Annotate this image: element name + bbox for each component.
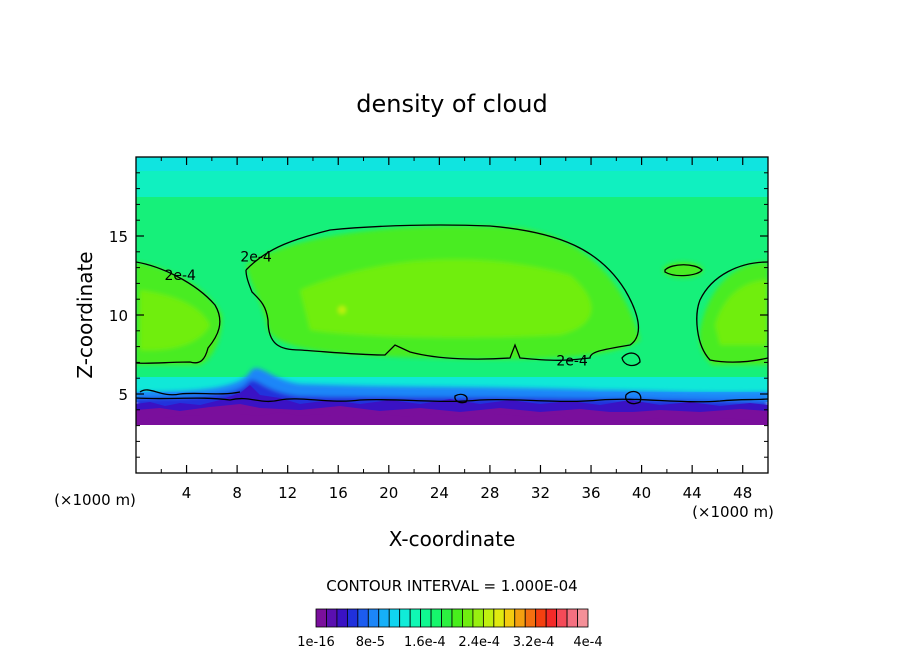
colorbar-swatch	[535, 608, 547, 628]
colorbar-swatch	[524, 608, 537, 628]
y-axis-label: Z-coordinate	[73, 251, 97, 378]
colorbar-swatch	[388, 608, 401, 628]
colorbar-swatch	[472, 608, 484, 628]
colorbar-swatch	[556, 608, 568, 628]
contour-label: 2e-4	[164, 268, 196, 284]
z-unit-label: (×1000 m)	[692, 503, 774, 521]
x-tick-label: 28	[480, 484, 499, 502]
contour-labels: 2e-4 2e-4 2e-4	[164, 249, 587, 369]
colorbar-tick-label: 3.2e-4	[513, 635, 555, 650]
colorbar-tick-label: 4e-4	[573, 635, 602, 650]
colorbar-swatch	[493, 608, 505, 628]
contour-label: 2e-4	[556, 354, 588, 370]
contour-lines	[136, 224, 768, 405]
colorbar-swatch	[430, 608, 442, 628]
colorbar-swatch	[336, 608, 348, 628]
x-tick-label: 4	[182, 484, 192, 502]
colorbar-swatch	[378, 608, 390, 628]
colorbar-swatch	[577, 608, 589, 628]
colorbar-swatch	[315, 608, 327, 628]
x-tick-label: 40	[632, 484, 651, 502]
x-tick-label: 32	[531, 484, 550, 502]
contour-label: 2e-4	[240, 249, 272, 265]
contour-interval-text: CONTOUR INTERVAL = 1.000E-04	[326, 577, 577, 595]
colorbar-swatch	[462, 608, 474, 628]
colorbar-swatch	[451, 608, 463, 628]
colorbar-swatch	[441, 608, 453, 628]
x-tick-label: 24	[430, 484, 449, 502]
contour-right	[696, 261, 768, 363]
x-unit-label: (×1000 m)	[54, 491, 136, 509]
x-tick-label: 8	[232, 484, 242, 502]
contour-left	[136, 261, 221, 364]
colorbar-swatch	[514, 608, 526, 628]
x-tick-label: 20	[379, 484, 398, 502]
y-tick-label: 5	[118, 386, 128, 404]
colorbar-tick-label: 1e-16	[297, 635, 335, 650]
colorbar-tick-label: 1.6e-4	[404, 635, 446, 650]
x-tick-label: 36	[581, 484, 600, 502]
colorbar: 1e-16 8e-5 1.6e-4 2.4e-4 3.2e-4 4e-4	[297, 608, 603, 650]
contour-cloudbase-left	[136, 397, 768, 403]
contour-small-loop-1	[621, 352, 641, 367]
colorbar-swatch	[482, 608, 495, 628]
chart-title: density of cloud	[356, 90, 547, 118]
contour-center	[245, 224, 640, 361]
x-tick-label: 48	[733, 484, 752, 502]
y-tick-label: 15	[109, 228, 128, 246]
x-axis-label: X-coordinate	[389, 527, 516, 551]
colorbar-swatch	[420, 608, 432, 628]
contour-cloudbase-wave	[139, 389, 241, 396]
colorbar-swatch	[566, 608, 578, 628]
x-tick-label: 16	[329, 484, 348, 502]
colorbar-swatch	[346, 608, 359, 628]
colorbar-swatch	[503, 608, 516, 628]
contour-upper-island	[664, 264, 703, 277]
colorbar-swatch	[409, 608, 422, 628]
colorbar-swatch	[326, 608, 338, 628]
contour-small-loop-3	[454, 393, 468, 404]
y-tick-label: 10	[109, 307, 128, 325]
colorbar-swatch	[357, 608, 369, 628]
contour-small-loop-2	[625, 390, 642, 405]
x-tick-label: 12	[278, 484, 297, 502]
plot-area: 2e-4 2e-4 2e-4	[136, 157, 768, 473]
colorbar-swatch	[545, 608, 558, 628]
colorbar-swatch	[367, 608, 380, 628]
colorbar-tick-label: 2.4e-4	[458, 635, 500, 650]
colorbar-tick-label: 8e-5	[356, 635, 385, 650]
colorbar-swatch	[399, 608, 411, 628]
density-field	[136, 157, 768, 473]
x-tick-label: 44	[683, 484, 702, 502]
